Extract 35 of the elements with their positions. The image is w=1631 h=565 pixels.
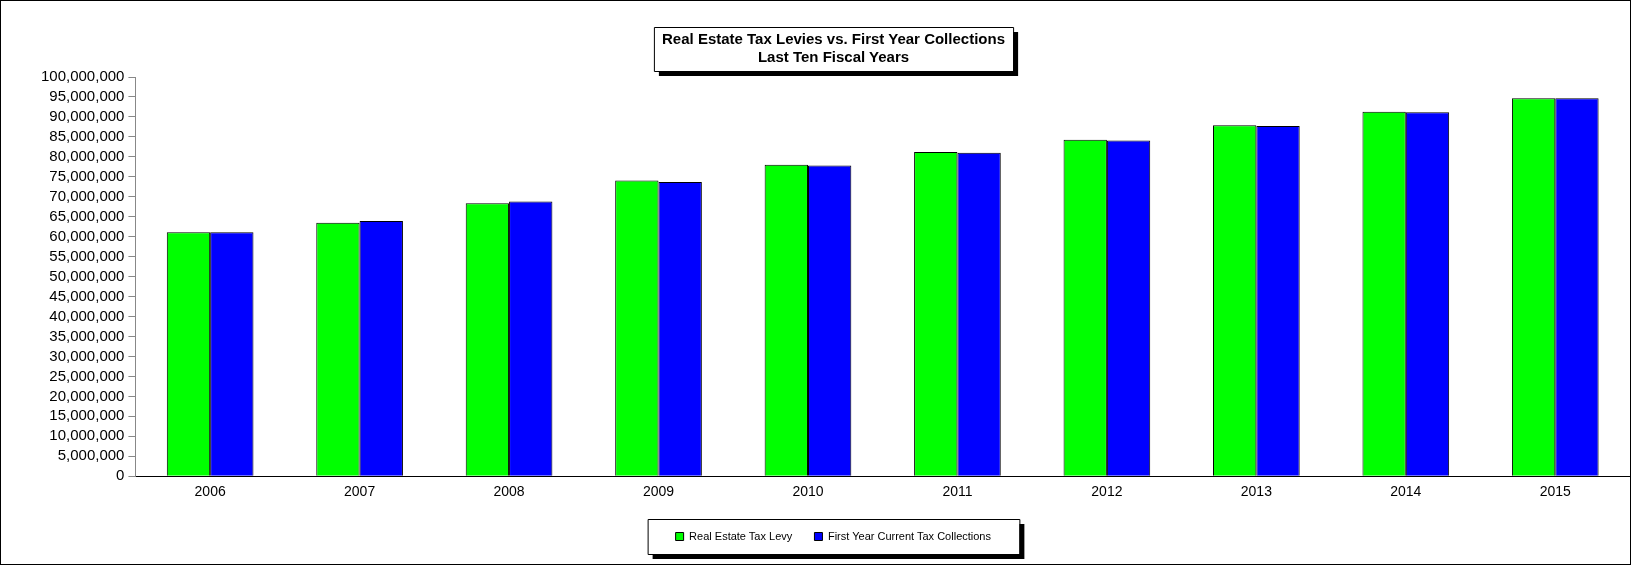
y-tick-label: 45,000,000: [49, 286, 125, 304]
y-tick-label: 0: [116, 466, 125, 484]
x-tick-label: 2011: [942, 483, 973, 500]
y-tick-label: 95,000,000: [49, 87, 125, 105]
y-tick-label: 80,000,000: [49, 146, 125, 164]
y-tick-label: 75,000,000: [49, 166, 125, 184]
y-tick-label: 70,000,000: [49, 186, 125, 204]
x-tick-label: 2008: [493, 483, 525, 500]
y-tick-label: 85,000,000: [49, 127, 125, 145]
y-tick-label: 5,000,000: [57, 446, 125, 464]
y-tick-label: 100,000,000: [40, 67, 125, 85]
y-tick-label: 15,000,000: [49, 406, 125, 424]
chart-title: Real Estate Tax Levies vs. First Year Collections: [662, 30, 1005, 48]
y-tick-label: 55,000,000: [49, 246, 125, 264]
x-tick-label: 2006: [194, 483, 226, 500]
x-tick-label: 2012: [1091, 483, 1123, 500]
y-tick-label: 60,000,000: [49, 226, 125, 244]
x-tick-label: 2009: [642, 483, 675, 500]
y-tick-label: 30,000,000: [49, 346, 125, 364]
legend-label: First Year Current Tax Collections: [827, 529, 992, 542]
y-tick-label: 40,000,000: [49, 306, 125, 324]
x-tick-label: 2010: [792, 483, 824, 500]
x-tick-label: 2014: [1390, 483, 1422, 500]
y-tick-label: 25,000,000: [49, 366, 125, 384]
legend-label: Real Estate Tax Levy: [689, 529, 793, 542]
y-tick-label: 35,000,000: [49, 326, 125, 344]
chart-subtitle: Last Ten Fiscal Years: [757, 48, 910, 66]
x-tick-label: 2007: [344, 483, 376, 500]
y-tick-label: 50,000,000: [49, 266, 125, 284]
y-tick-label: 20,000,000: [49, 386, 125, 404]
x-tick-label: 2015: [1539, 483, 1572, 500]
x-tick-label: 2013: [1240, 483, 1273, 500]
y-tick-label: 10,000,000: [49, 426, 125, 444]
y-tick-label: 65,000,000: [49, 206, 125, 224]
y-tick-label: 90,000,000: [49, 107, 125, 125]
